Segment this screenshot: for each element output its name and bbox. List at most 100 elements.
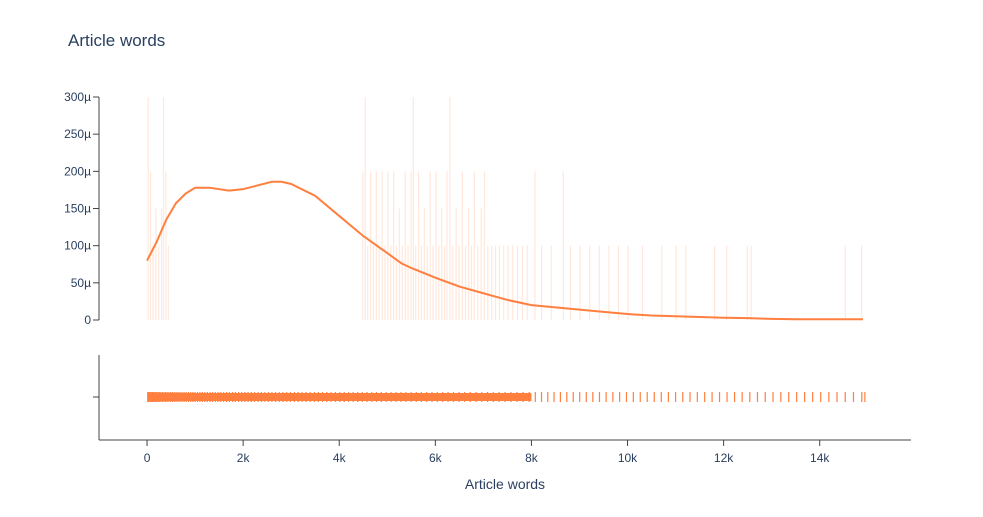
histogram-bar — [372, 245, 375, 320]
y-axis-ticks: 0 50µ 100µ 150µ 200µ 250µ 300µ — [64, 90, 99, 327]
histogram-bar — [452, 245, 454, 320]
chart-title: Article words — [68, 31, 165, 50]
histogram-bar — [526, 245, 528, 320]
x-axis-title: Article words — [465, 476, 545, 492]
histogram-bar — [477, 245, 479, 320]
histogram-bar — [432, 245, 434, 320]
histogram-bar — [167, 245, 169, 320]
histogram-bar — [465, 245, 467, 320]
histogram-bar — [487, 245, 489, 320]
histogram-bar — [473, 171, 475, 320]
histogram-bar — [503, 245, 505, 320]
histogram-bar — [661, 245, 663, 320]
histogram-bar — [483, 171, 486, 320]
histogram-bar — [165, 171, 167, 320]
y-tick-label: 100µ — [64, 239, 91, 253]
histogram-bar — [550, 245, 552, 320]
histogram-bar — [498, 245, 500, 320]
histogram-bar — [449, 97, 451, 320]
histogram-bar — [455, 208, 457, 320]
histogram-bar — [404, 171, 406, 320]
histogram-bar — [521, 245, 524, 320]
histogram-bar — [579, 245, 581, 320]
histogram-bar — [390, 245, 392, 320]
histogram-bar — [569, 245, 572, 320]
histogram-bar — [426, 245, 428, 320]
histogram-bar — [398, 208, 401, 320]
histogram-bar — [517, 245, 519, 320]
histogram-bar — [726, 245, 728, 320]
histogram-layer — [147, 97, 863, 320]
histogram-bar — [507, 245, 509, 320]
histogram-bar — [468, 208, 470, 320]
y-tick-label: 300µ — [64, 90, 91, 104]
histogram-bar — [480, 208, 482, 320]
histogram-bar — [384, 245, 386, 320]
x-tick-label: 8k — [525, 451, 539, 465]
histogram-bar — [446, 171, 448, 320]
histogram-bar — [415, 245, 417, 320]
histogram-bar — [381, 171, 383, 320]
histogram-bar — [627, 245, 629, 320]
y-tick-label: 200µ — [64, 164, 91, 178]
x-axis-ticks: 0 2k 4k 6k 8k 10k 12k 14k — [144, 440, 830, 465]
histogram-bar — [491, 245, 493, 320]
histogram-bar — [861, 245, 863, 320]
histogram-bar — [401, 245, 403, 320]
histogram-bar — [441, 208, 443, 320]
histogram-bar — [541, 245, 543, 320]
histogram-bar — [589, 245, 591, 320]
histogram-bar — [443, 245, 446, 320]
histogram-bar — [152, 245, 154, 320]
histogram-bar — [675, 245, 677, 320]
histogram-bar — [420, 245, 423, 320]
y-tick-label: 150µ — [64, 202, 91, 216]
histogram-bar — [608, 245, 610, 320]
histogram-bar — [714, 245, 716, 320]
histogram-bar — [149, 171, 152, 320]
histogram-bar — [458, 245, 460, 320]
histogram-bar — [378, 245, 380, 320]
rug-layer — [147, 392, 866, 402]
histogram-bar — [395, 245, 398, 320]
histogram-bar — [685, 245, 687, 320]
histogram-bar — [641, 245, 644, 320]
histogram-bar — [429, 171, 431, 320]
histogram-bar — [155, 208, 157, 320]
histogram-bar — [512, 245, 514, 320]
y-tick-label: 0 — [84, 313, 91, 327]
histogram-bar — [494, 245, 497, 320]
x-tick-label: 10k — [618, 451, 638, 465]
histogram-bar — [367, 245, 369, 320]
histogram-bar — [534, 171, 536, 320]
histogram-bar — [393, 171, 395, 320]
x-tick-label: 0 — [144, 451, 151, 465]
histogram-bar — [412, 97, 414, 320]
histogram-bar — [423, 208, 425, 320]
histogram-bar — [598, 245, 600, 320]
histogram-bar — [418, 171, 420, 320]
histogram-bar — [362, 171, 364, 320]
density-line — [146, 180, 863, 321]
histogram-bar — [435, 171, 437, 320]
histogram-bar — [369, 171, 372, 320]
x-tick-label: 14k — [810, 451, 830, 465]
histogram-bar — [461, 171, 463, 320]
histogram-bar — [438, 245, 440, 320]
histogram-bar — [617, 245, 620, 320]
histogram-bar — [750, 245, 752, 320]
histogram-bar — [160, 208, 163, 320]
histogram-bar — [562, 171, 564, 320]
histogram-bar — [162, 97, 165, 320]
histogram-bar — [746, 245, 748, 320]
histogram-bar — [410, 171, 412, 320]
histogram-bar — [470, 245, 473, 320]
x-tick-label: 2k — [237, 451, 251, 465]
x-tick-label: 12k — [714, 451, 734, 465]
histogram-bar — [147, 97, 149, 320]
histogram-bar — [407, 245, 409, 320]
x-tick-label: 6k — [429, 451, 443, 465]
histogram-bar — [387, 171, 389, 320]
histogram-bar — [844, 245, 846, 320]
